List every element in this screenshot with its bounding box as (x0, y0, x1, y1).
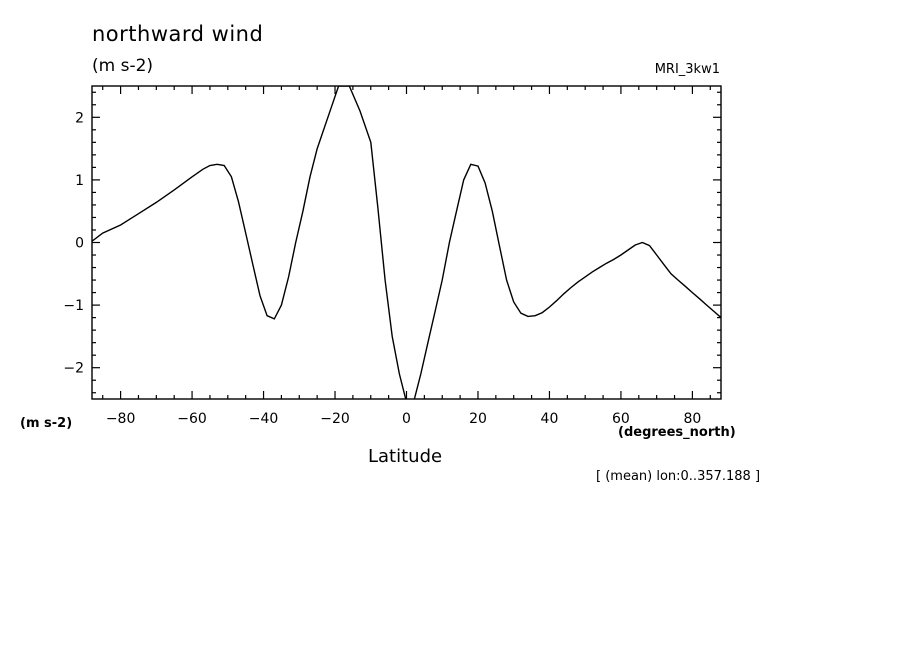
y-tick-label: −2 (63, 361, 84, 377)
footnote: [ (mean) lon:0..357.188 ] (596, 469, 761, 484)
x-tick-label: 20 (469, 411, 487, 427)
y-axis-units: (m s-2) (20, 416, 73, 431)
chart-units: (m s-2) (92, 56, 154, 76)
y-tick-label: −1 (63, 298, 84, 314)
y-tick-label: 0 (75, 236, 84, 252)
x-tick-label: −20 (320, 411, 350, 427)
x-axis-units: (degrees_north) (618, 425, 736, 440)
series-line (92, 86, 721, 399)
x-tick-label: −60 (177, 411, 207, 427)
x-tick-label: −80 (106, 411, 136, 427)
plot-frame (91, 85, 722, 400)
x-tick-label: 80 (683, 411, 701, 427)
x-tick-label: 60 (612, 411, 630, 427)
x-tick-label: 40 (541, 411, 559, 427)
y-tick-label: 2 (75, 110, 84, 126)
model-name: MRI_3kw1 (654, 62, 720, 77)
tick-labels: −80 −60 −40 −20 0 20 40 60 80 −2 −1 0 1 2 (63, 110, 701, 427)
axis-ticks (92, 86, 721, 399)
chart-title: northward wind (92, 22, 264, 46)
y-tick-label: 1 (75, 173, 84, 189)
x-tick-label: 0 (402, 411, 411, 427)
x-tick-label: −40 (249, 411, 279, 427)
x-axis-label: Latitude (368, 446, 443, 467)
